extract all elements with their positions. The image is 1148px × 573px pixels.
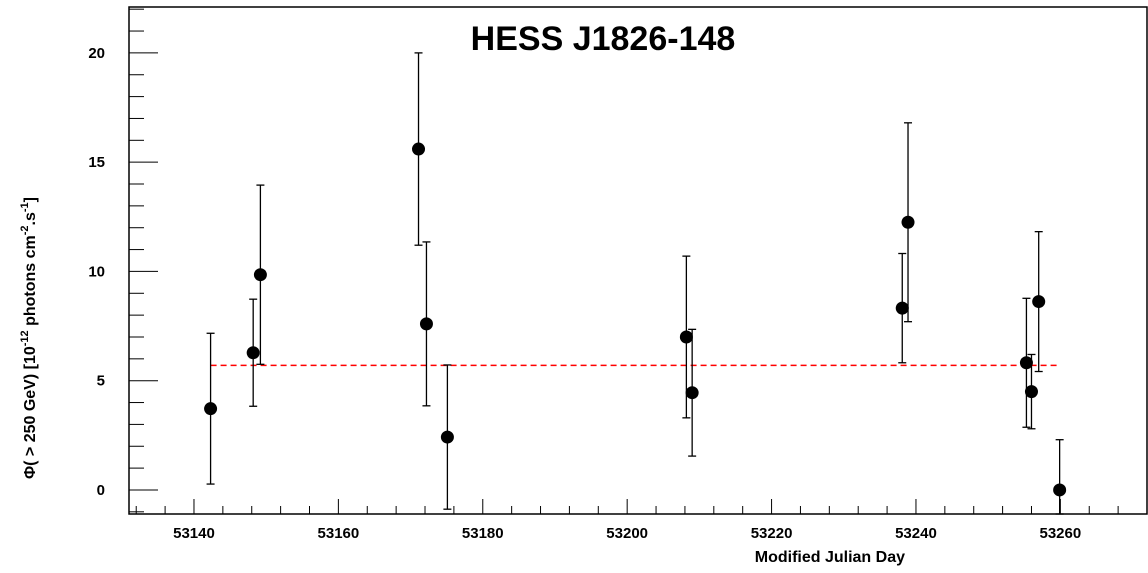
error-bar	[1055, 439, 1064, 515]
x-axis: 53140 53160 53180 53200 53220 53240 53260	[135, 499, 1148, 542]
x-tick-label: 53180	[462, 525, 504, 542]
y-tick-label: 20	[88, 45, 105, 62]
y-axis: 0 5 10 15 20	[88, 8, 158, 513]
x-axis-title: Modified Julian Day	[755, 549, 905, 566]
y-tick-label: 15	[88, 154, 105, 171]
data-point	[1024, 385, 1038, 399]
y-tick-label: 0	[97, 482, 105, 499]
data-point	[204, 402, 218, 416]
y-tick-label: 5	[97, 373, 105, 390]
y-axis-title-mid2: .s	[22, 212, 39, 225]
data-point	[901, 215, 915, 229]
x-tick-label: 53140	[173, 525, 215, 542]
data-point	[419, 317, 433, 331]
chart-title: HESS J1826-148	[471, 20, 736, 58]
y-axis-title-exp2: -2	[19, 225, 31, 235]
data-point	[679, 330, 693, 344]
data-point	[253, 268, 267, 282]
y-axis-title-suffix: ]	[22, 197, 39, 202]
y-axis-title: Φ( > 250 GeV) [10-12 photons cm-2.s-1]	[19, 197, 39, 479]
data-point	[440, 430, 454, 444]
x-tick-label: 53240	[895, 525, 937, 542]
data-point	[1053, 483, 1067, 497]
data-point	[1032, 295, 1046, 309]
data-point	[1019, 356, 1033, 370]
y-axis-title-exp3: -1	[19, 202, 31, 212]
plot-border	[128, 6, 1148, 515]
plot-frame	[128, 6, 1148, 515]
y-axis-title-prefix: Φ( > 250 GeV) [10	[22, 346, 39, 479]
error-bar-layer	[206, 52, 1064, 515]
x-tick-label: 53260	[1040, 525, 1082, 542]
data-point-layer	[204, 142, 1067, 497]
data-point	[685, 386, 699, 400]
data-point	[412, 142, 426, 156]
y-tick-label: 10	[88, 263, 105, 280]
x-tick-label: 53200	[606, 525, 648, 542]
y-axis-title-mid: photons cm	[22, 235, 39, 330]
y-axis-title-exp1: -12	[19, 330, 31, 346]
x-tick-label: 53220	[751, 525, 793, 542]
data-point	[246, 346, 260, 360]
x-tick-label: 53160	[318, 525, 360, 542]
data-point	[895, 301, 909, 315]
